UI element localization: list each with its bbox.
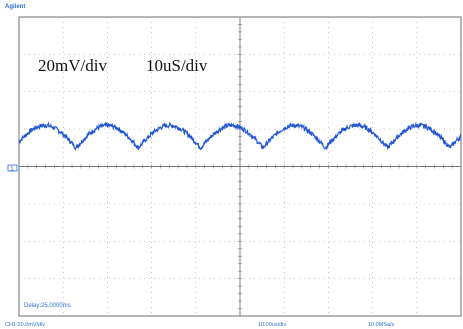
plot-frame xyxy=(18,16,462,317)
channel-1-marker: 1 xyxy=(7,164,18,173)
channel-scale-readout: CH1 20.0mV/div xyxy=(5,322,45,328)
volts-per-div-label: 20mV/div xyxy=(38,56,107,75)
channel-1-marker-text: 1 xyxy=(10,166,14,173)
delay-readout: Delay:25.0000ms xyxy=(24,303,71,309)
time-scale-readout: 10.00us/div xyxy=(258,322,286,328)
sample-rate-readout: 10.0MSa/s xyxy=(368,322,395,328)
time-per-div-label: 10uS/div xyxy=(146,56,208,75)
graticule xyxy=(18,16,462,317)
ch1-trace xyxy=(18,120,462,151)
brand-logo: Agilent xyxy=(5,4,25,10)
